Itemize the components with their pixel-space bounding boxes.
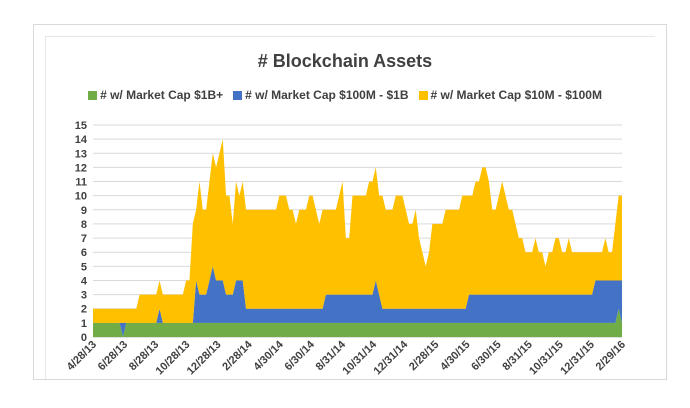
x-tick-label: 6/28/13 [96, 339, 130, 373]
x-tick-label: 6/30/14 [283, 338, 318, 373]
plot-border [45, 36, 655, 379]
legend-swatch-blue [233, 90, 243, 100]
y-tick-label: 14 [75, 134, 88, 146]
y-tick-label: 10 [75, 191, 87, 203]
y-tick-label: 5 [81, 261, 87, 273]
area-series-3 [93, 139, 622, 323]
chart-title: # Blockchain Assets [257, 51, 433, 71]
y-tick-label: 8 [81, 219, 87, 231]
x-tick-label: 4/30/14 [251, 338, 286, 373]
y-tick-label: 4 [81, 275, 88, 287]
y-tick-label: 13 [75, 148, 87, 160]
x-axis-ticks: 4/28/136/28/138/28/1310/28/1312/28/132/2… [65, 338, 628, 377]
y-tick-label: 15 [75, 120, 87, 132]
legend-label-100m-1b: # w/ Market Cap $100M - $1B [245, 88, 409, 102]
x-tick-label: 12/31/15 [558, 339, 597, 378]
y-tick-label: 0 [81, 332, 87, 344]
legend-swatch-green [88, 90, 98, 100]
y-tick-label: 2 [81, 304, 87, 316]
legend-swatch-yellow [418, 90, 428, 100]
y-tick-label: 9 [81, 205, 87, 217]
x-tick-label: 12/28/13 [185, 339, 224, 378]
legend-item-100m-1b: # w/ Market Cap $100M - $1B [233, 88, 409, 102]
x-tick-label: 2/28/15 [407, 339, 441, 373]
x-tick-label: 2/29/16 [594, 339, 628, 373]
y-tick-label: 1 [81, 318, 87, 330]
area-series-2 [93, 266, 622, 337]
legend-item-10m-100m: # w/ Market Cap $10M - $100M [418, 88, 602, 102]
y-tick-label: 3 [81, 290, 87, 302]
legend-label-10m-100m: # w/ Market Cap $10M - $100M [430, 88, 602, 102]
area-series-1 [93, 308, 622, 337]
legend-item-1b-plus: # w/ Market Cap $1B+ [88, 88, 223, 102]
y-tick-label: 6 [81, 247, 87, 259]
legend: # w/ Market Cap $1B+ # w/ Market Cap $10… [0, 88, 690, 102]
x-tick-label: 12/31/14 [372, 338, 411, 377]
y-tick-label: 7 [81, 233, 87, 245]
legend-label-1b-plus: # w/ Market Cap $1B+ [100, 88, 224, 102]
x-tick-label: 4/30/15 [438, 339, 472, 373]
y-tick-label: 12 [75, 162, 87, 174]
y-tick-label: 11 [75, 177, 87, 189]
areas [93, 139, 622, 337]
x-tick-label: 6/30/15 [469, 339, 503, 373]
x-tick-label: 2/28/14 [220, 338, 255, 373]
